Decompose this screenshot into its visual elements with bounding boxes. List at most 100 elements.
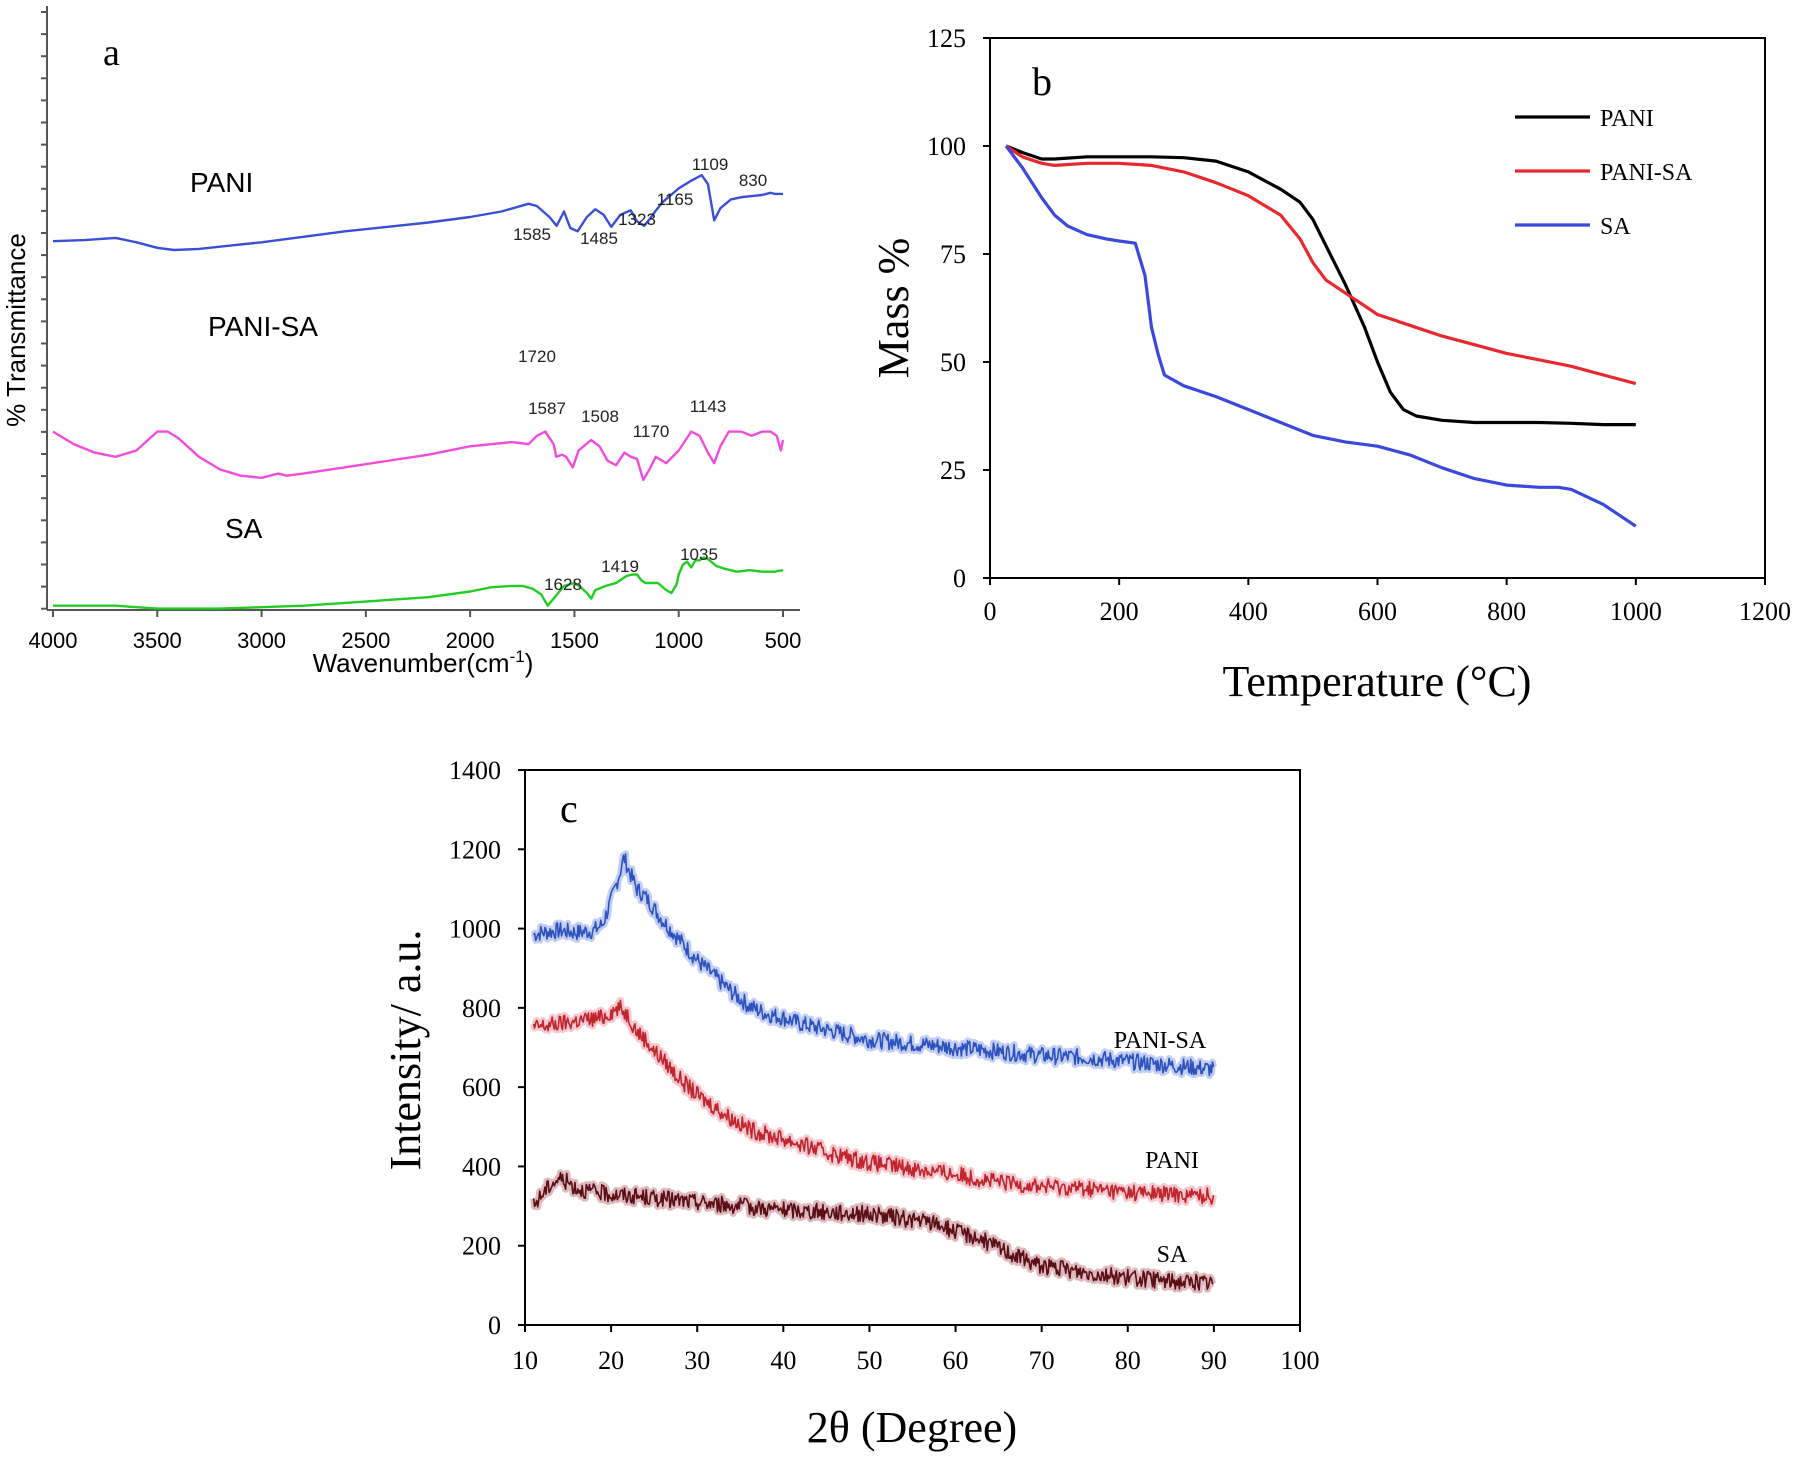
panel-c-series-labels: PANI-SA PANI SA — [1114, 1028, 1207, 1268]
panel-a-peak-label: 830 — [739, 171, 767, 190]
panel-b-x-tick-label: 600 — [1358, 597, 1397, 626]
panel-a-series-pani-sa — [52, 430, 785, 482]
panel-c-y-tick-label: 0 — [488, 1311, 501, 1340]
panel-b-series-pani — [1005, 144, 1636, 427]
panel-c-y-tick-label: 1200 — [449, 835, 501, 864]
panel-c-y-tick-label: 800 — [462, 994, 501, 1023]
panel-a-series-sa — [53, 556, 784, 610]
panel-c-y-ticks: 0 200 400 600 800 1000 1200 1400 — [449, 756, 525, 1340]
panel-a-peak-label: 1587 — [528, 399, 566, 418]
panel-a-peak-label: 1170 — [633, 422, 670, 441]
panel-a-series-label: SA — [225, 513, 263, 544]
panel-a-peak-label: 1628 — [544, 575, 582, 594]
panel-a-series-label: PANI-SA — [208, 311, 318, 342]
panel-c-x-tick-label: 90 — [1201, 1346, 1227, 1375]
panel-a-x-tick-label: 3000 — [237, 628, 286, 653]
panel-a-x-tick-label: 4000 — [29, 628, 78, 653]
panel-b-series-pani-sa — [1005, 144, 1637, 386]
panel-c-y-tick-label: 1000 — [449, 915, 501, 944]
panel-b-legend-label: SA — [1600, 214, 1631, 240]
panel-b-y-tick-label: 0 — [953, 564, 966, 593]
panel-b-x-ticks: 0 200 400 600 800 1000 1200 — [984, 578, 1791, 626]
panel-b: b 0 25 50 75 100 125 0 200 400 600 800 1000 1200 Ma… — [869, 24, 1791, 706]
panel-c-series-label: PANI-SA — [1114, 1028, 1207, 1054]
panel-b-x-tick-label: 400 — [1229, 597, 1268, 626]
panel-a-x-tick-label: 3500 — [133, 628, 182, 653]
panel-c-x-tick-label: 50 — [856, 1346, 882, 1375]
panel-b-x-tick-label: 200 — [1100, 597, 1139, 626]
panel-c-x-tick-label: 80 — [1115, 1346, 1141, 1375]
panel-b-series-sa — [1004, 145, 1637, 528]
panel-a-peak-label: 1720 — [518, 347, 556, 366]
panel-a-peak-label: 1035 — [680, 545, 718, 564]
panel-a-peak-label: 1508 — [581, 407, 619, 426]
panel-a-series-labels: PANI PANI-SA SA — [190, 167, 318, 544]
panel-a-x-tick-label: 1000 — [654, 628, 703, 653]
panel-c-plot — [530, 850, 1217, 1294]
panel-a-peak-label: 1143 — [690, 397, 727, 416]
panel-c-x-tick-label: 70 — [1029, 1346, 1055, 1375]
panel-b-legend-label: PANI-SA — [1600, 160, 1693, 186]
panel-a-x-ticks: 4000 3500 3000 2500 2000 1500 1000 500 — [29, 610, 802, 653]
panel-b-label: b — [1032, 59, 1052, 104]
panel-a-peak-label: 1585 — [513, 225, 551, 244]
panel-c-y-tick-label: 400 — [462, 1152, 501, 1181]
panel-b-y-tick-label: 25 — [940, 456, 966, 485]
panel-c-x-ticks: 10 20 30 40 50 60 70 80 90 100 — [512, 1325, 1320, 1375]
panel-a-x-tick-label: 2500 — [341, 628, 390, 653]
panel-c-series-label: PANI — [1145, 1148, 1199, 1174]
panel-a-peak-label: 1419 — [601, 557, 639, 576]
panel-a-series-pani — [52, 173, 783, 252]
panel-c-series-pani-sa — [532, 853, 1215, 1077]
panel-b-plot — [1004, 144, 1637, 528]
panel-c-x-tick-label: 40 — [770, 1346, 796, 1375]
panel-c: c 0 200 400 600 800 1000 1200 1400 10 20 30 40 50 60… — [381, 756, 1320, 1452]
panel-c-x-tick-label: 60 — [943, 1346, 969, 1375]
panel-c-series-label: SA — [1157, 1242, 1188, 1268]
panel-a-x-axis-title-sup: -1 — [510, 647, 525, 666]
panel-a-series-label: PANI — [190, 167, 253, 198]
panel-c-frame — [524, 769, 1301, 1326]
panel-a-plot — [52, 173, 785, 610]
panel-c-series-pani — [532, 999, 1215, 1205]
panel-a-peak-label: 1109 — [692, 155, 729, 174]
panel-a-y-axis-title: % Transmittance — [1, 233, 31, 427]
panel-a-x-tick-label: 500 — [765, 628, 802, 653]
panel-a-x-tick-label: 1500 — [550, 628, 599, 653]
panel-b-y-tick-label: 125 — [927, 24, 966, 53]
panel-a-x-tick-label: 2000 — [446, 628, 495, 653]
panel-b-legend: PANI PANI-SA SA — [1515, 106, 1693, 240]
panel-c-x-axis-title: 2θ (Degree) — [807, 1403, 1017, 1452]
panel-a-x-axis-title: Wavenumber(cm-1) — [313, 647, 534, 678]
panel-b-x-tick-label: 1000 — [1610, 597, 1662, 626]
panel-c-y-tick-label: 200 — [462, 1232, 501, 1261]
panel-c-label: c — [560, 786, 578, 831]
panel-a-peak-label: 1323 — [618, 210, 656, 229]
panel-c-x-tick-label: 20 — [598, 1346, 624, 1375]
panel-b-y-tick-label: 50 — [940, 348, 966, 377]
panel-c-y-tick-label: 1400 — [449, 756, 501, 785]
panel-a-label: a — [103, 32, 120, 74]
panel-a: a 4000 3500 3000 2500 2000 1500 1000 500 % Tran… — [1, 6, 801, 678]
panel-c-y-axis-title: Intensity/ a.u. — [381, 930, 430, 1171]
panel-b-x-tick-label: 800 — [1487, 597, 1526, 626]
panel-c-x-tick-label: 10 — [512, 1346, 538, 1375]
panel-c-x-tick-label: 100 — [1281, 1346, 1320, 1375]
panel-b-y-tick-label: 100 — [927, 132, 966, 161]
panel-a-x-axis-title-main: Wavenumber(cm — [313, 648, 510, 678]
panel-b-x-tick-label: 1200 — [1739, 597, 1791, 626]
panel-a-peak-label: 1485 — [580, 229, 618, 248]
panel-b-legend-label: PANI — [1600, 106, 1654, 132]
panel-b-y-axis-title: Mass % — [869, 238, 918, 379]
panel-c-series-sa — [532, 1172, 1214, 1291]
panel-b-y-tick-label: 75 — [940, 240, 966, 269]
panel-b-y-ticks: 0 25 50 75 100 125 — [927, 24, 990, 593]
panel-c-y-tick-label: 600 — [462, 1073, 501, 1102]
panel-b-x-axis-title: Temperature (°C) — [1223, 657, 1532, 706]
panel-c-x-tick-label: 30 — [684, 1346, 710, 1375]
panel-a-peak-label: 1165 — [657, 190, 694, 209]
panel-b-x-tick-label: 0 — [984, 597, 997, 626]
panel-a-x-axis-title-end: ) — [525, 648, 534, 678]
